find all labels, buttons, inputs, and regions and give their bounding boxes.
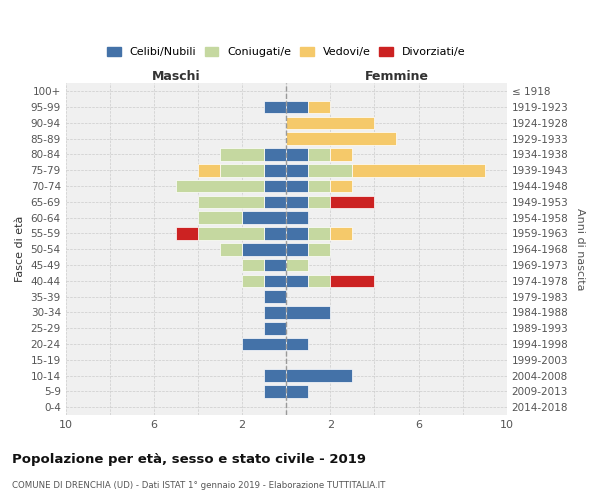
- Bar: [308, 227, 331, 240]
- Text: Popolazione per età, sesso e stato civile - 2019: Popolazione per età, sesso e stato civil…: [12, 452, 366, 466]
- Bar: [286, 196, 308, 208]
- Text: Femmine: Femmine: [364, 70, 428, 84]
- Bar: [198, 212, 242, 224]
- Bar: [331, 227, 352, 240]
- Bar: [286, 132, 397, 145]
- Bar: [286, 100, 308, 114]
- Bar: [198, 196, 264, 208]
- Bar: [176, 180, 264, 192]
- Bar: [242, 258, 264, 272]
- Bar: [331, 274, 374, 287]
- Bar: [264, 148, 286, 161]
- Bar: [242, 212, 286, 224]
- Bar: [286, 370, 352, 382]
- Bar: [264, 370, 286, 382]
- Bar: [286, 306, 331, 319]
- Text: COMUNE DI DRENCHIA (UD) - Dati ISTAT 1° gennaio 2019 - Elaborazione TUTTITALIA.I: COMUNE DI DRENCHIA (UD) - Dati ISTAT 1° …: [12, 480, 385, 490]
- Bar: [286, 227, 308, 240]
- Bar: [286, 243, 308, 256]
- Bar: [220, 243, 242, 256]
- Bar: [220, 164, 264, 176]
- Y-axis label: Fasce di età: Fasce di età: [15, 216, 25, 282]
- Bar: [264, 322, 286, 334]
- Bar: [331, 180, 352, 192]
- Bar: [286, 148, 308, 161]
- Bar: [198, 227, 264, 240]
- Bar: [264, 180, 286, 192]
- Bar: [198, 164, 220, 176]
- Bar: [264, 164, 286, 176]
- Bar: [308, 274, 331, 287]
- Bar: [308, 180, 331, 192]
- Bar: [286, 338, 308, 350]
- Bar: [286, 116, 374, 129]
- Bar: [286, 164, 308, 176]
- Bar: [242, 243, 286, 256]
- Bar: [286, 274, 308, 287]
- Y-axis label: Anni di nascita: Anni di nascita: [575, 208, 585, 290]
- Bar: [220, 148, 264, 161]
- Bar: [286, 212, 308, 224]
- Bar: [286, 258, 308, 272]
- Bar: [286, 385, 308, 398]
- Bar: [242, 274, 264, 287]
- Bar: [176, 227, 198, 240]
- Bar: [331, 148, 352, 161]
- Bar: [286, 180, 308, 192]
- Bar: [264, 385, 286, 398]
- Bar: [264, 306, 286, 319]
- Bar: [264, 100, 286, 114]
- Bar: [308, 196, 331, 208]
- Bar: [264, 290, 286, 303]
- Bar: [308, 164, 352, 176]
- Bar: [264, 274, 286, 287]
- Bar: [308, 243, 331, 256]
- Bar: [352, 164, 485, 176]
- Text: Maschi: Maschi: [152, 70, 200, 84]
- Bar: [308, 100, 331, 114]
- Bar: [308, 148, 331, 161]
- Bar: [242, 338, 286, 350]
- Legend: Celibi/Nubili, Coniugati/e, Vedovi/e, Divorziati/e: Celibi/Nubili, Coniugati/e, Vedovi/e, Di…: [103, 42, 469, 62]
- Bar: [264, 227, 286, 240]
- Bar: [264, 196, 286, 208]
- Bar: [264, 258, 286, 272]
- Bar: [331, 196, 374, 208]
